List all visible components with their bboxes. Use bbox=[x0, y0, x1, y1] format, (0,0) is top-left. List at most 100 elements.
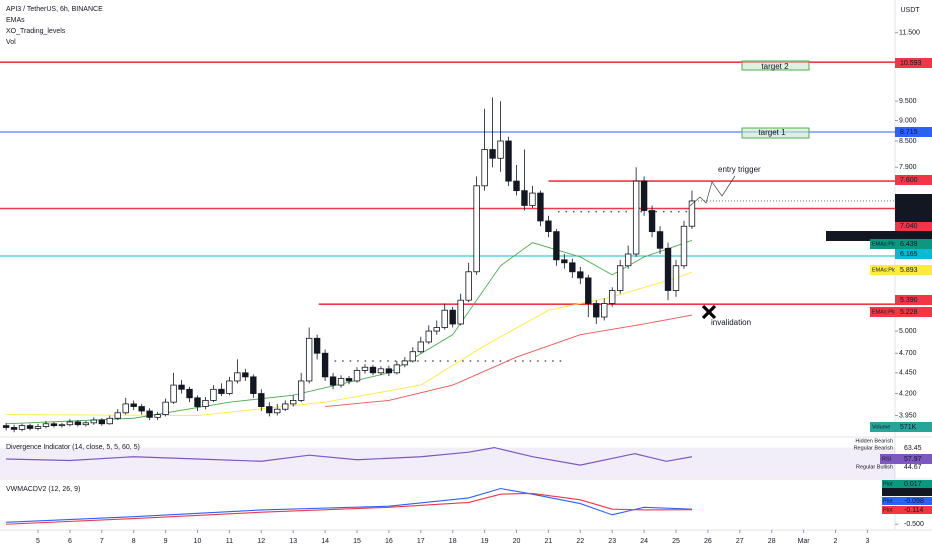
pane-title: VWMACDV2 (12, 26, 9) bbox=[6, 486, 80, 493]
x-tick-label: 24 bbox=[640, 538, 648, 545]
candle-body bbox=[441, 309, 448, 328]
series-name: Regular Bullish bbox=[856, 464, 893, 470]
candle-body bbox=[106, 417, 113, 425]
candle-body bbox=[186, 388, 193, 399]
candle-body bbox=[58, 424, 66, 427]
y-tick-label: -0.500 bbox=[904, 521, 924, 528]
x-tick-label: 15 bbox=[353, 538, 361, 545]
price-badge bbox=[895, 480, 932, 488]
price-badge-label: 7.040 bbox=[900, 223, 918, 230]
candle-body bbox=[601, 303, 608, 318]
x-tick-label: 10 bbox=[194, 538, 202, 545]
x-tick-label: 8 bbox=[132, 538, 136, 545]
candle-body bbox=[194, 397, 201, 407]
x-tick-label: 11 bbox=[226, 538, 233, 545]
x-tick-label: 5 bbox=[36, 538, 40, 545]
candle-body bbox=[688, 200, 696, 227]
candle-body bbox=[393, 364, 401, 374]
candle-body bbox=[609, 290, 616, 304]
x-tick-label: 25 bbox=[672, 538, 680, 545]
series-value: -0.098 bbox=[904, 498, 924, 505]
signal-line bbox=[6, 492, 692, 525]
candle-body bbox=[266, 406, 273, 414]
candle-body bbox=[409, 351, 417, 362]
candle-body bbox=[122, 403, 129, 414]
price-badge bbox=[895, 265, 932, 275]
annotation: target 1 bbox=[758, 128, 786, 137]
candle-body bbox=[10, 427, 18, 430]
series-badge bbox=[870, 307, 895, 317]
candle-body bbox=[664, 247, 672, 291]
candle-body bbox=[537, 192, 544, 222]
x-tick-label: 12 bbox=[257, 538, 265, 545]
x-tick-label: 18 bbox=[449, 538, 457, 545]
candle-body bbox=[465, 271, 472, 301]
macd-line bbox=[6, 487, 692, 523]
candle-body bbox=[258, 393, 265, 407]
candle-body bbox=[210, 388, 217, 401]
price-badge-label: 8.715 bbox=[900, 129, 918, 136]
series-name: EMAs:Plot bbox=[872, 267, 898, 273]
x-tick-label: 16 bbox=[385, 538, 393, 545]
x-tick-label: 14 bbox=[321, 538, 329, 545]
series-value: 0.017 bbox=[904, 481, 922, 488]
price-badge bbox=[895, 231, 932, 241]
candle-body bbox=[130, 403, 137, 407]
candle-body bbox=[377, 368, 385, 374]
candle-body bbox=[226, 380, 233, 394]
candle-body bbox=[505, 140, 512, 182]
candle-body bbox=[561, 259, 568, 264]
x-tick-label: 26 bbox=[704, 538, 712, 545]
rsi-line bbox=[6, 446, 693, 466]
price-badge-label: 5.228 bbox=[900, 309, 918, 316]
chart-title: API3 / TetherUS, 6h, BINANCE bbox=[6, 6, 103, 13]
candle-body bbox=[66, 421, 74, 426]
candle-body bbox=[361, 366, 369, 371]
series-badge bbox=[882, 506, 895, 514]
candle-body bbox=[449, 309, 456, 325]
entry-arrow bbox=[689, 175, 736, 207]
countdown: 04:13:41 bbox=[900, 213, 927, 220]
last-change: +101.91% bbox=[900, 205, 932, 212]
candle-body bbox=[290, 400, 297, 405]
candle-body bbox=[632, 180, 640, 255]
series-badge bbox=[882, 488, 895, 496]
price-badge bbox=[895, 422, 932, 432]
candle-body bbox=[2, 425, 10, 428]
y-tick-label: 5.000 bbox=[899, 328, 917, 335]
y-tick-label: 9.000 bbox=[899, 117, 917, 124]
legend-item: Vol bbox=[6, 39, 16, 46]
candle-body bbox=[337, 378, 345, 386]
candle-body bbox=[521, 190, 528, 206]
candle-body bbox=[577, 271, 584, 279]
price-badge bbox=[895, 295, 932, 305]
price-badge bbox=[895, 239, 932, 249]
x-tick-label: 2 bbox=[834, 538, 838, 545]
series-badge bbox=[882, 480, 895, 488]
candle-body bbox=[680, 225, 688, 267]
candle-body bbox=[34, 426, 42, 429]
last-price: 7.190 bbox=[900, 197, 918, 204]
price-badge bbox=[895, 175, 932, 185]
price-badge-label: 10.593 bbox=[900, 60, 922, 67]
x-tick-label: 9 bbox=[164, 538, 168, 545]
candle-body bbox=[305, 337, 313, 382]
x-tick-label: 17 bbox=[417, 538, 425, 545]
series-value: 57.97 bbox=[904, 456, 922, 463]
candle-body bbox=[274, 408, 281, 414]
y-tick-label: 4.200 bbox=[899, 390, 917, 397]
candle-body bbox=[385, 368, 393, 374]
y-tick-label: 9.500 bbox=[899, 98, 917, 105]
candle-body bbox=[457, 299, 464, 325]
candle-body bbox=[329, 376, 337, 386]
price-badge bbox=[895, 221, 932, 231]
candle-body bbox=[162, 401, 169, 416]
series-badge bbox=[880, 454, 895, 464]
candle-body bbox=[417, 341, 424, 353]
candle-body bbox=[616, 265, 624, 291]
series-value: 0.000 bbox=[904, 489, 922, 496]
candle-body bbox=[82, 422, 90, 426]
invalidation-x bbox=[701, 304, 717, 320]
candle-body bbox=[648, 210, 656, 233]
